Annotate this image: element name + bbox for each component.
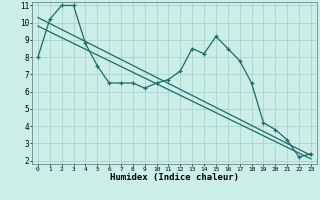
X-axis label: Humidex (Indice chaleur): Humidex (Indice chaleur)	[110, 173, 239, 182]
